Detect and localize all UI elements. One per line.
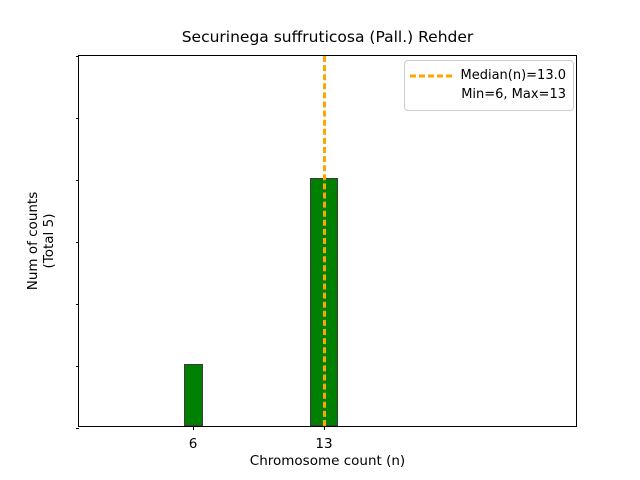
legend-label-minmax: Min=6, Max=13 <box>461 87 566 102</box>
y-tick-mark-2 <box>75 304 79 305</box>
dashed-line-icon <box>409 68 453 84</box>
y-axis-label-wrapper: Num of counts (Total 5) <box>25 55 57 427</box>
bar-6[interactable] <box>184 364 203 426</box>
legend-row-median: Median(n)=13.0 <box>412 66 566 85</box>
x-tick-mark-6 <box>193 426 194 430</box>
y-tick-mark-4 <box>75 180 79 181</box>
plot-inner <box>79 56 576 426</box>
y-tick-mark-5 <box>75 118 79 119</box>
x-tick-mark-13 <box>324 426 325 430</box>
chart-legend[interactable]: Median(n)=13.0 Min=6, Max=13 <box>404 60 574 111</box>
y-tick-mark-3 <box>75 242 79 243</box>
x-tick-label-13: 13 <box>315 436 333 452</box>
x-tick-label-6: 6 <box>188 436 198 452</box>
y-tick-mark-6 <box>75 56 79 57</box>
legend-label-median: Median(n)=13.0 <box>460 68 566 83</box>
legend-row-minmax: Min=6, Max=13 <box>412 85 566 104</box>
chart-title: Securinega suffruticosa (Pall.) Rehder <box>181 28 474 46</box>
plot-area: 0 1 2 3 4 5 6 6 13 <box>75 55 577 452</box>
median-line <box>323 56 326 426</box>
y-tick-mark-1 <box>75 366 79 367</box>
y-tick-mark-0 <box>75 428 79 429</box>
y-axis-label: Num of counts (Total 5) <box>25 191 57 291</box>
x-axis-label: Chromosome count (n) <box>249 453 406 469</box>
